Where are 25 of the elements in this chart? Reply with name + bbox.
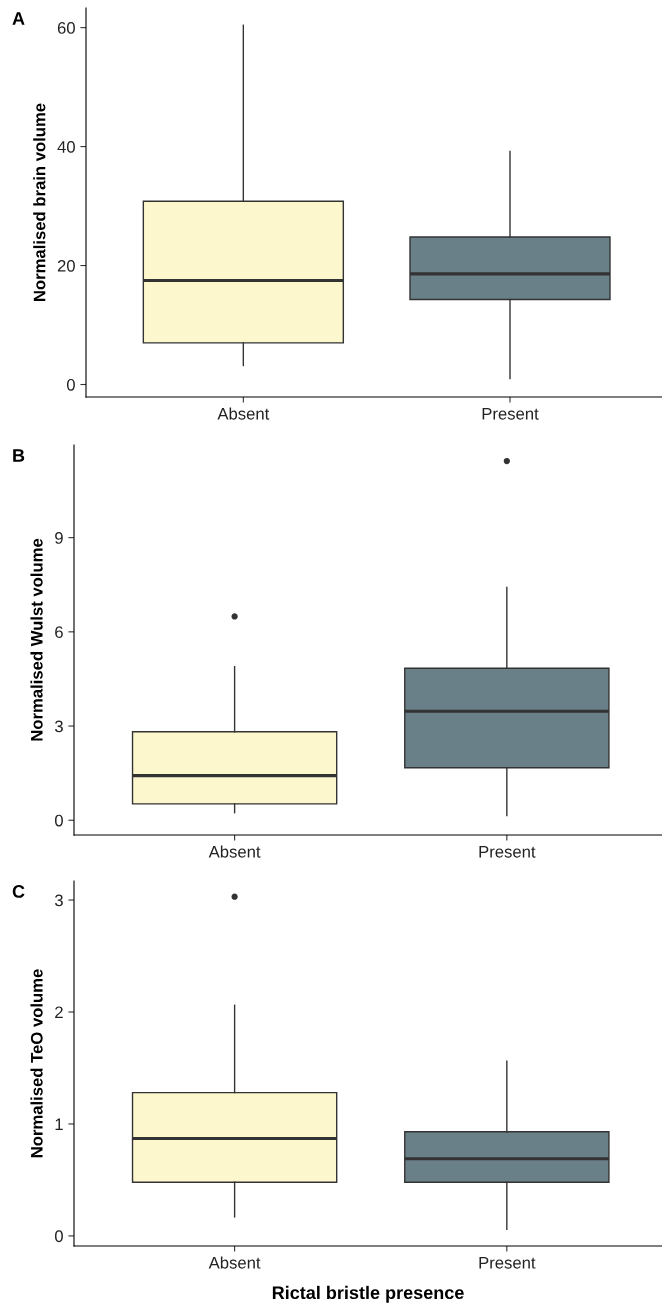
text: B [13, 449, 25, 462]
x-tick-label: Present [479, 846, 536, 858]
y-axis-title: Normalised TeO volume [30, 969, 43, 1158]
x-tick-label: Absent [208, 845, 261, 858]
y-tick-label: 9 [55, 532, 63, 544]
y-tick-label: 3 [54, 720, 63, 733]
y-tick-label: 3 [54, 894, 63, 907]
text: A [12, 12, 25, 25]
y-tick-label: 0 [54, 1230, 63, 1243]
x-tick-label: Absent [217, 407, 270, 420]
y-tick-label: 60 [57, 22, 75, 34]
x-axis-title: Rictal bristle presence [272, 1285, 464, 1303]
y-tick-label: 40 [57, 140, 75, 153]
x-tick-label: Absent [208, 1256, 261, 1269]
y-axis-title: Normalised brain volume [33, 103, 46, 301]
y-tick-label: 2 [55, 1006, 63, 1019]
y-tick-label: 1 [55, 1118, 63, 1130]
y-axis-title: Normalised Wulst volume [30, 538, 43, 741]
y-tick-label: 0 [54, 814, 63, 827]
y-tick-label: 20 [57, 259, 75, 272]
x-tick-label: Present [482, 408, 539, 420]
x-tick-label: Present [479, 1257, 536, 1269]
y-tick-label: 0 [66, 378, 75, 391]
text: C [12, 885, 25, 898]
y-tick-label: 6 [55, 626, 63, 639]
